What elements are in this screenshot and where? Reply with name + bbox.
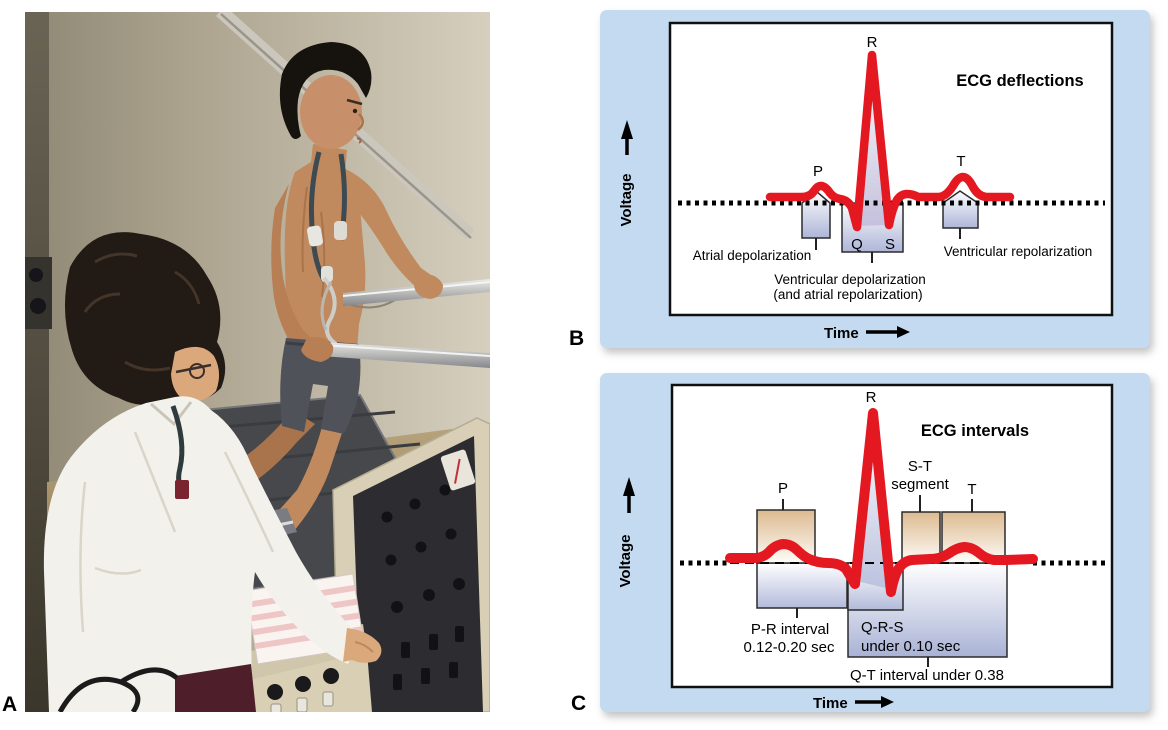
- treadmill-rail-lower: [306, 341, 490, 368]
- panel-c-card: ECG intervals R P S-T segment T P-R inte…: [600, 373, 1150, 712]
- pr-interval-box: [756, 562, 848, 609]
- wave-label-t: T: [956, 153, 965, 170]
- t-wave-box: [942, 190, 979, 229]
- patient-near-arm: [271, 184, 318, 360]
- panel-b-card: ECG deflections P R T Q S Atrial depolar…: [600, 10, 1150, 348]
- wave-label-t: T: [967, 481, 976, 498]
- patient-head: [300, 75, 362, 149]
- technician-glasses: [175, 363, 212, 374]
- pr-interval-label-line2: 0.12-0.20 sec: [744, 639, 835, 656]
- annotation-atrial-repolarization: (and atrial repolarization): [773, 287, 922, 302]
- time-axis: Time: [813, 695, 894, 712]
- patient-far-arm: [333, 166, 438, 297]
- panel-b-diagram: ECG deflections P R T Q S Atrial depolar…: [618, 21, 1114, 342]
- ecg-wire-bundle: [322, 276, 338, 346]
- panel-b-title: ECG deflections: [956, 72, 1083, 90]
- patient-shorts: [280, 338, 361, 434]
- technician-face: [171, 346, 220, 402]
- figure-label-a: A: [2, 693, 18, 716]
- floor-cable: [57, 667, 179, 712]
- st-segment-label-line2: segment: [891, 476, 949, 493]
- qt-interval-label: Q-T interval under 0.38: [850, 667, 1004, 684]
- wave-label-q: Q: [851, 236, 863, 253]
- ecg-machine-knobs: [381, 484, 465, 690]
- ecg-trace: [765, 50, 1015, 232]
- time-arrow-icon: [897, 326, 910, 338]
- voltage-axis: Voltage: [618, 120, 635, 227]
- patient-planted-leg: [273, 416, 343, 532]
- figure-label-c: C: [571, 692, 587, 715]
- patient-eye: [352, 108, 358, 114]
- time-axis-label: Time: [824, 325, 859, 342]
- ecg-electrode-2: [334, 221, 347, 240]
- figure-label-b: B: [569, 327, 585, 350]
- patient-mouth: [356, 137, 362, 144]
- panel-c-title: ECG intervals: [921, 422, 1029, 440]
- wave-label-r: R: [867, 34, 878, 51]
- time-arrow-icon: [881, 696, 894, 708]
- time-axis: Time: [824, 325, 910, 342]
- voltage-arrow-icon: [621, 120, 633, 139]
- patient-hand-upper-rail: [414, 273, 443, 299]
- wave-label-p: P: [813, 163, 823, 180]
- annotation-atrial-depolarization: Atrial depolarization: [693, 248, 812, 263]
- ecg-trace: [725, 408, 1038, 597]
- wave-label-p: P: [778, 480, 788, 497]
- wall-equipment: [25, 257, 52, 329]
- voltage-axis-label: Voltage: [618, 173, 635, 226]
- panel-c-diagram: ECG intervals R P S-T segment T P-R inte…: [617, 383, 1114, 712]
- ecg-machine-control-panel: [353, 436, 483, 712]
- panel-b-plot-area: [668, 21, 1114, 317]
- voltage-arrow-icon: [623, 477, 635, 496]
- photo-treadmill-ecg-test: [25, 12, 490, 712]
- qrs-interval-label-line1: Q-R-S: [861, 619, 904, 636]
- patient-hand-lower-rail: [301, 337, 334, 362]
- technician-skirt: [175, 664, 256, 712]
- ecg-machine-lower-knobs: [267, 668, 339, 712]
- wave-label-s: S: [885, 236, 895, 253]
- time-axis-label: Time: [813, 695, 848, 712]
- ecg-electrode-1: [307, 225, 323, 247]
- technician-lab-coat: [43, 396, 359, 712]
- technician-coat-collar: [150, 401, 193, 427]
- technician: [43, 232, 382, 712]
- annotation-ventricular-depolarization: Ventricular depolarization: [774, 272, 926, 287]
- st-segment-label-line1: S-T: [908, 458, 932, 475]
- wave-label-r: R: [866, 389, 877, 406]
- technician-badge: [175, 480, 189, 499]
- patient-eyebrow: [346, 98, 363, 106]
- patient-nose: [357, 113, 364, 131]
- voltage-axis: Voltage: [617, 477, 635, 588]
- qrs-interval-label-line2: under 0.10 sec: [861, 638, 961, 655]
- patient-hair: [279, 42, 372, 139]
- pr-interval-label-line1: P-R interval: [751, 621, 829, 638]
- voltage-axis-label: Voltage: [617, 534, 634, 587]
- annotation-ventricular-repolarization: Ventricular repolarization: [944, 244, 1093, 259]
